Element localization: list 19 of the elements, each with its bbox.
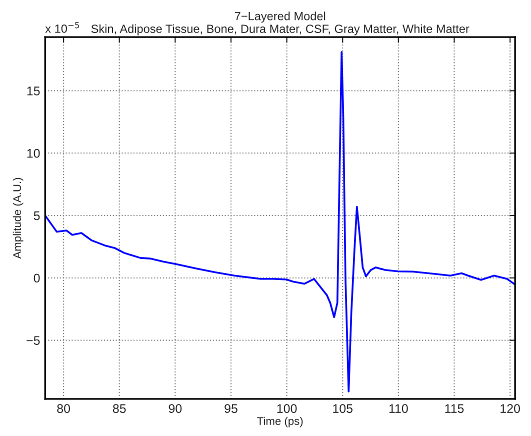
y-tick-label: 0: [34, 274, 40, 283]
x-tick-label: 80: [57, 404, 70, 413]
y-tick-label: −5: [26, 336, 40, 345]
x-tick-label: 120: [500, 404, 520, 413]
x-tick-label: 100: [277, 404, 297, 413]
x-tick-label: 95: [224, 404, 238, 413]
x-tick-label: 90: [168, 404, 182, 413]
x-tick-label: 115: [445, 404, 464, 413]
x-tick-label: 85: [112, 404, 126, 413]
y-tick-label: 5: [34, 211, 40, 220]
line-series: [45, 51, 516, 392]
y-axis-title: Amplitude (A.U.): [12, 178, 24, 259]
chart-title: 7−Layered Model Skin, Adipose Tissue, Bone, Dura Mater, CSF, Gray Matter, White Matter: [91, 12, 470, 36]
x-tick-label: 110: [389, 404, 408, 413]
y-tick-label: 10: [27, 148, 40, 158]
y-tick-label: 15: [27, 86, 40, 96]
x-tick-label: 105: [333, 404, 353, 413]
text: x 10$^{−5}$: [45, 22, 80, 33]
x-axis-title: Time (ps): [257, 416, 303, 428]
